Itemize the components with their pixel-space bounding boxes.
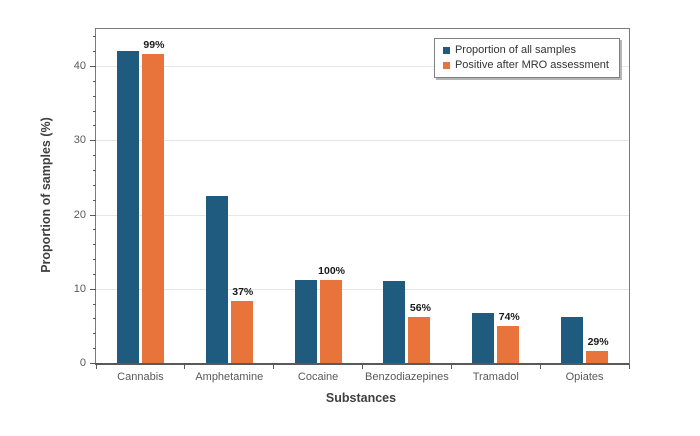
y-axis-title: Proportion of samples (%) — [39, 117, 53, 273]
y-axis-minor-tick — [93, 259, 96, 261]
x-axis-tick — [539, 365, 541, 369]
y-axis-minor-tick — [93, 110, 96, 112]
legend-marker-icon — [442, 46, 450, 54]
y-axis-minor-tick — [93, 273, 96, 275]
y-axis-minor-tick — [93, 184, 96, 186]
y-axis-minor-tick — [93, 80, 96, 82]
y-axis-minor-tick — [93, 348, 96, 350]
x-axis-category-label: Tramadol — [472, 371, 519, 383]
bar-proportion-of-all-samples — [383, 281, 406, 363]
bar-proportion-of-all-samples — [294, 279, 317, 363]
x-axis-category-label: Cannabis — [117, 371, 164, 383]
y-axis-minor-tick — [93, 303, 96, 305]
bar-positive-after-mro-assessment — [141, 54, 164, 363]
bar-positive-after-mro-assessment — [408, 316, 431, 363]
bar-value-label: 56% — [409, 301, 431, 314]
gridline — [96, 66, 629, 68]
y-axis-minor-tick — [93, 333, 96, 335]
bar-proportion-of-all-samples — [561, 316, 584, 363]
x-axis-category-label: Opiates — [565, 371, 604, 383]
bar-value-label: 29% — [587, 336, 609, 349]
x-axis-title: Substances — [325, 391, 397, 405]
bar-value-label: 74% — [498, 310, 520, 323]
y-axis-major-tick — [90, 140, 96, 142]
bar-positive-after-mro-assessment — [230, 301, 253, 363]
y-axis-major-tick — [90, 363, 96, 364]
x-axis-tick — [95, 365, 97, 369]
x-axis-category-label: Benzodiazepines — [365, 371, 449, 383]
legend: Proportion of all samples Positive after … — [433, 38, 620, 78]
bar-proportion-of-all-samples — [116, 51, 139, 363]
gridline — [96, 140, 629, 142]
y-axis-major-tick — [90, 66, 96, 68]
bar-positive-after-mro-assessment — [586, 351, 609, 363]
y-axis-minor-tick — [93, 170, 96, 172]
y-axis-major-tick — [90, 288, 96, 290]
gridline — [96, 288, 629, 290]
y-axis-minor-tick — [93, 318, 96, 320]
x-axis-tick — [273, 365, 275, 369]
legend-item: Positive after MRO assessment — [442, 59, 609, 71]
legend-item-label: Positive after MRO assessment — [454, 59, 609, 71]
x-axis-tick — [450, 365, 452, 369]
y-axis-tick-label: 10 — [73, 282, 86, 295]
y-axis-tick-label: 0 — [79, 357, 86, 369]
y-axis-minor-tick — [93, 155, 96, 157]
y-axis-minor-tick — [93, 199, 96, 201]
bar-value-label: 37% — [232, 286, 254, 299]
x-axis-category-label: Amphetamine — [195, 371, 264, 383]
y-axis-tick-label: 30 — [73, 134, 86, 147]
y-axis-minor-tick — [93, 51, 96, 53]
bar-value-label: 99% — [143, 39, 165, 52]
y-axis-minor-tick — [93, 125, 96, 127]
y-axis-minor-tick — [93, 244, 96, 246]
legend-marker-icon — [442, 61, 450, 69]
bar-proportion-of-all-samples — [205, 196, 228, 363]
plot-area: 0 10 20 30 40 99% 37% 100% 56% 74% 29% Cannabis Am… — [74, 28, 630, 383]
y-axis-minor-tick — [93, 229, 96, 231]
bar-proportion-of-all-samples — [472, 313, 495, 363]
bar-positive-after-mro-assessment — [319, 279, 342, 363]
y-axis-minor-tick — [93, 95, 96, 97]
y-axis-tick-label: 40 — [73, 60, 86, 73]
y-axis-major-tick — [90, 214, 96, 216]
x-axis-tick — [184, 365, 186, 369]
x-axis-tick — [628, 365, 630, 369]
legend-item: Proportion of all samples — [442, 44, 609, 56]
x-axis-tick — [362, 365, 363, 369]
x-axis-category-label: Cocaine — [297, 371, 339, 383]
gridline — [96, 214, 629, 216]
y-axis-minor-tick — [93, 36, 96, 38]
legend-item-label: Proportion of all samples — [454, 44, 576, 56]
y-axis-tick-label: 20 — [73, 208, 86, 221]
bar-value-label: 100% — [318, 264, 346, 277]
bar-positive-after-mro-assessment — [497, 325, 520, 363]
